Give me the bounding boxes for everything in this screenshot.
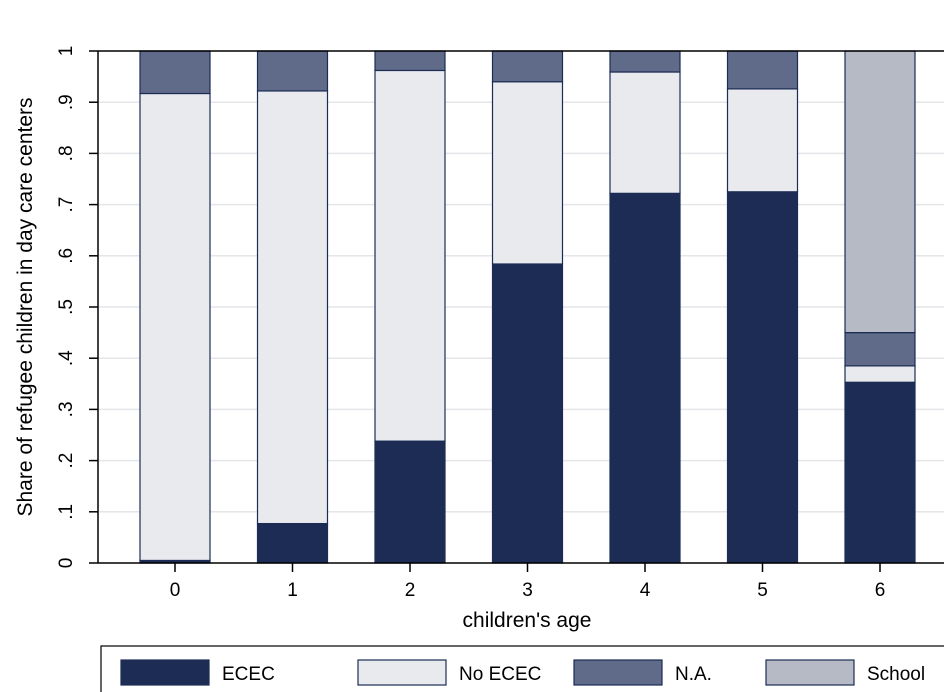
axes bbox=[89, 50, 944, 572]
legend-label: No ECEC bbox=[459, 664, 541, 685]
legend-swatch bbox=[357, 659, 447, 686]
bar-segment bbox=[726, 50, 799, 90]
y-tick-label: 0 bbox=[56, 558, 77, 569]
bar-segment bbox=[609, 50, 681, 73]
x-tick-label: 2 bbox=[405, 580, 416, 601]
legend-label: School bbox=[867, 664, 925, 685]
y-tick-label: .9 bbox=[56, 94, 77, 110]
bar-segment bbox=[726, 88, 799, 193]
y-tick-labels: 0 .1 .2 .3 .4 .5 .6 .7 .8 .9 1 bbox=[56, 46, 77, 569]
y-tick-label: .1 bbox=[56, 504, 77, 520]
x-tick-label: 3 bbox=[522, 580, 533, 601]
bar-segment bbox=[491, 263, 564, 564]
bar-segment bbox=[256, 50, 329, 92]
bar-segment bbox=[374, 440, 446, 564]
y-tick-label: .6 bbox=[56, 248, 77, 264]
bar-segment bbox=[491, 50, 564, 83]
bar-segment bbox=[491, 81, 564, 265]
x-tick-label: 0 bbox=[170, 580, 181, 601]
x-tick-labels: 0 1 2 3 4 5 6 bbox=[170, 580, 886, 601]
y-tick-label: .4 bbox=[56, 350, 77, 366]
legend-swatch bbox=[120, 659, 210, 686]
bar-segment bbox=[609, 192, 681, 564]
bar-segment bbox=[844, 381, 916, 564]
x-axis-title: children's age bbox=[463, 609, 592, 632]
bar-segment bbox=[256, 522, 329, 564]
y-tick-label: .3 bbox=[56, 401, 77, 417]
bar-segment bbox=[374, 50, 446, 72]
y-tick-label: .8 bbox=[56, 145, 77, 161]
legend-swatch bbox=[765, 659, 855, 686]
bar-segment bbox=[844, 332, 916, 367]
y-tick-label: .5 bbox=[56, 299, 77, 315]
bar-segment bbox=[139, 50, 211, 95]
legend: ECEC No ECEC N.A. School bbox=[100, 645, 944, 692]
y-tick-label: .7 bbox=[56, 197, 77, 213]
x-tick-label: 5 bbox=[757, 580, 768, 601]
bar-segment bbox=[609, 71, 681, 194]
bar-segment bbox=[844, 365, 916, 383]
bar-segment bbox=[726, 191, 799, 564]
legend-label: N.A. bbox=[675, 664, 712, 685]
x-tick-label: 4 bbox=[640, 580, 651, 601]
x-tick-label: 6 bbox=[875, 580, 886, 601]
x-tick-label: 1 bbox=[287, 580, 298, 601]
bars bbox=[139, 50, 916, 564]
legend-swatch bbox=[573, 659, 663, 686]
bar-segment bbox=[256, 90, 329, 525]
bar-segment bbox=[844, 50, 916, 334]
y-tick-label: .2 bbox=[56, 453, 77, 469]
bar-segment bbox=[374, 69, 446, 442]
bar-segment bbox=[139, 92, 211, 562]
legend-label: ECEC bbox=[222, 664, 275, 685]
y-tick-label: 1 bbox=[56, 46, 77, 57]
y-axis-title: Share of refugee children in day care ce… bbox=[14, 97, 37, 516]
